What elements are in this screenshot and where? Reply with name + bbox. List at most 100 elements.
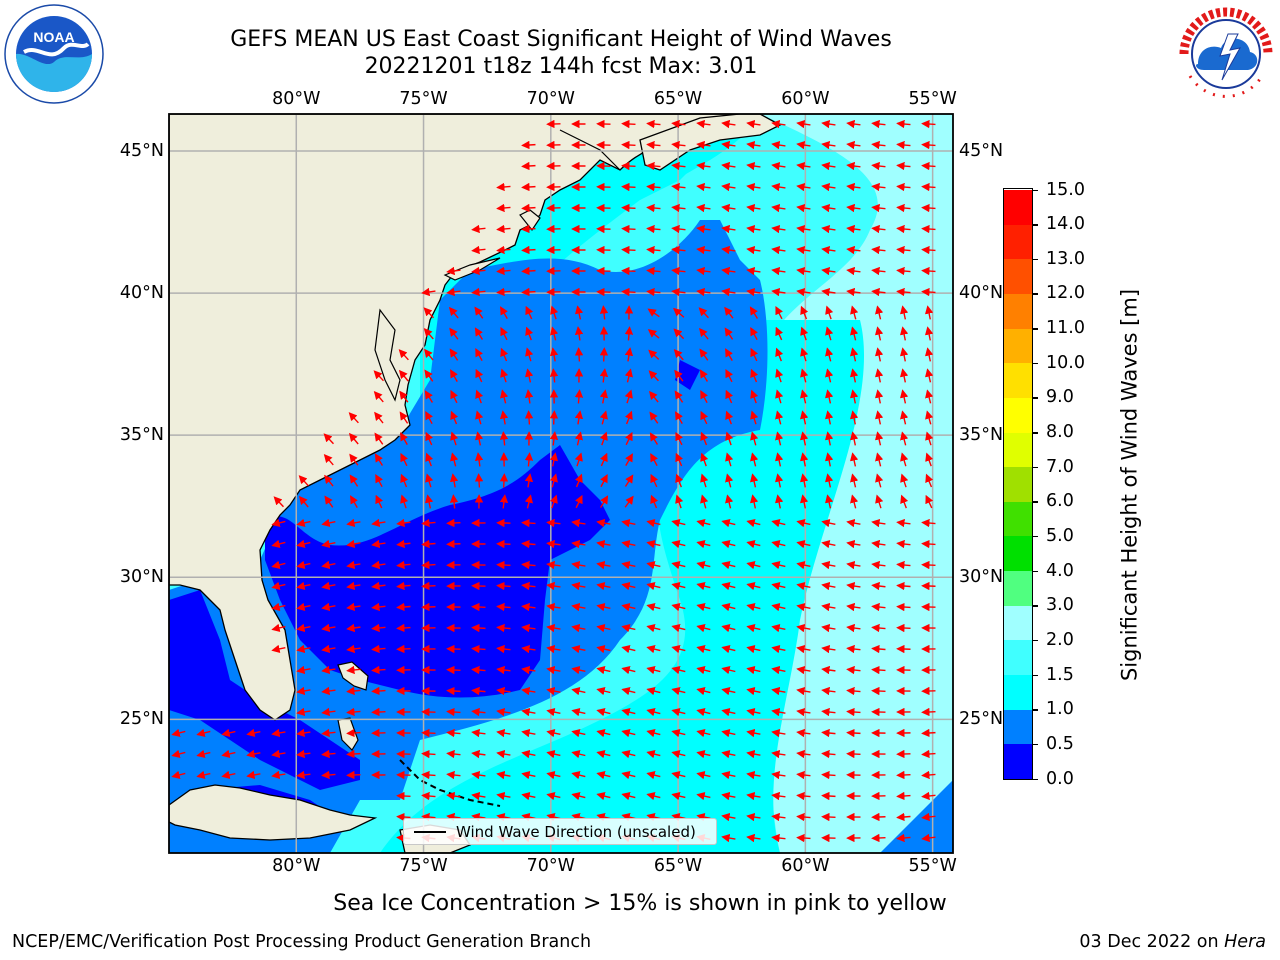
wave-direction-arrow	[771, 623, 786, 633]
colorbar-segment	[1004, 328, 1032, 364]
lon-tick-bottom: 70°W	[526, 856, 575, 876]
land-cuba	[169, 784, 378, 841]
wave-direction-arrow	[724, 327, 734, 340]
wave-direction-arrow	[571, 623, 586, 633]
wave-direction-arrow	[799, 431, 809, 446]
wave-direction-arrow	[321, 602, 336, 612]
wave-direction-arrow	[671, 266, 686, 276]
wave-direction-arrow	[450, 452, 459, 467]
wave-direction-arrow	[721, 519, 736, 528]
wave-direction-arrow	[921, 812, 936, 822]
wave-direction-arrow	[549, 473, 558, 488]
wave-direction-arrow	[400, 473, 409, 488]
wave-direction-arrow	[346, 518, 361, 528]
wave-direction-arrow	[800, 368, 809, 383]
wave-direction-arrow	[871, 140, 886, 150]
wave-direction-arrow	[624, 389, 633, 404]
wave-direction-arrow	[796, 644, 811, 654]
wave-direction-arrow	[871, 686, 886, 696]
wave-direction-arrow	[896, 560, 911, 570]
wave-direction-arrow	[475, 389, 484, 404]
wave-direction-arrow	[821, 602, 836, 612]
wave-direction-arrow	[646, 140, 661, 150]
wave-direction-arrow	[221, 770, 236, 780]
wave-direction-arrow	[746, 707, 761, 717]
wave-direction-arrow	[846, 539, 861, 549]
wave-direction-arrow	[471, 602, 486, 612]
wave-direction-arrow	[446, 518, 461, 528]
wave-direction-arrow	[521, 791, 536, 801]
wave-direction-arrow	[750, 473, 759, 488]
wave-direction-arrow	[796, 812, 811, 822]
wave-direction-arrow	[721, 729, 736, 738]
colorbar-tick-mark	[1032, 224, 1038, 226]
wave-direction-arrow	[296, 539, 311, 548]
wave-direction-arrow	[674, 390, 684, 403]
lon-tick-bottom: 55°W	[908, 856, 957, 876]
wave-direction-arrow	[746, 666, 761, 675]
wave-direction-arrow	[821, 665, 836, 675]
wave-direction-arrow	[921, 140, 936, 150]
wave-direction-arrow	[646, 266, 661, 276]
wave-direction-arrow	[900, 431, 909, 446]
wave-direction-arrow	[500, 326, 508, 341]
wave-direction-arrow	[446, 749, 461, 759]
wave-direction-arrow	[871, 161, 886, 171]
wave-direction-arrow	[771, 812, 786, 822]
wave-direction-arrow	[875, 305, 884, 320]
wave-direction-arrow	[596, 518, 611, 528]
wave-direction-arrow	[646, 582, 661, 591]
wave-direction-arrow	[671, 813, 686, 822]
wave-direction-arrow	[549, 347, 559, 362]
colorbar-segment	[1004, 467, 1032, 502]
wave-direction-arrow	[696, 161, 711, 171]
wave-direction-arrow	[621, 582, 636, 591]
wave-direction-arrow	[399, 411, 409, 424]
colorbar-tick-label: 3.0	[1046, 595, 1074, 616]
wave-direction-arrow	[621, 518, 636, 528]
wave-direction-arrow	[721, 582, 736, 591]
wave-direction-arrow	[896, 581, 911, 591]
wave-direction-arrow	[771, 540, 786, 549]
wave-direction-arrow	[296, 665, 311, 675]
colorbar-tick-label: 8.0	[1046, 422, 1074, 443]
wave-direction-arrow	[696, 203, 711, 213]
wave-direction-arrow	[746, 686, 761, 696]
wave-direction-arrow	[921, 770, 936, 780]
wave-direction-arrow	[796, 182, 811, 192]
wave-direction-arrow	[474, 306, 484, 319]
wave-direction-arrow	[421, 581, 436, 591]
wave-direction-arrow	[323, 433, 334, 445]
wave-direction-arrow	[475, 431, 484, 446]
wave-direction-arrow	[896, 140, 911, 150]
wave-direction-arrow	[921, 287, 936, 297]
wave-direction-arrow	[771, 749, 786, 759]
wave-direction-arrow	[846, 749, 861, 759]
wave-direction-arrow	[896, 119, 911, 129]
wave-direction-arrow	[774, 494, 784, 509]
wave-direction-arrow	[471, 770, 486, 780]
wave-direction-arrow	[549, 368, 559, 383]
wave-direction-arrow	[799, 452, 809, 467]
wave-direction-arrow	[546, 750, 561, 759]
wave-zone-0-0.5c	[675, 360, 700, 390]
wave-direction-arrow	[321, 770, 336, 780]
wave-direction-arrow	[349, 453, 359, 466]
land-chesapeake	[374, 308, 401, 402]
wave-direction-arrow	[621, 119, 636, 129]
wave-direction-arrow	[821, 203, 836, 213]
wave-direction-arrow	[624, 410, 633, 425]
wave-direction-arrow	[846, 266, 861, 276]
wave-direction-arrow	[449, 348, 459, 361]
wave-direction-arrow	[871, 224, 886, 234]
wave-direction-arrow	[796, 749, 811, 759]
wave-direction-arrow	[896, 266, 911, 276]
wave-direction-arrow	[574, 431, 583, 446]
wave-direction-arrow	[821, 266, 836, 276]
lon-tick-top: 65°W	[653, 89, 703, 109]
wave-direction-arrow	[496, 539, 511, 549]
wave-direction-arrow	[874, 368, 884, 383]
wave-direction-arrow	[871, 602, 886, 612]
wave-direction-arrow	[521, 140, 536, 150]
wave-direction-arrow	[850, 347, 859, 362]
